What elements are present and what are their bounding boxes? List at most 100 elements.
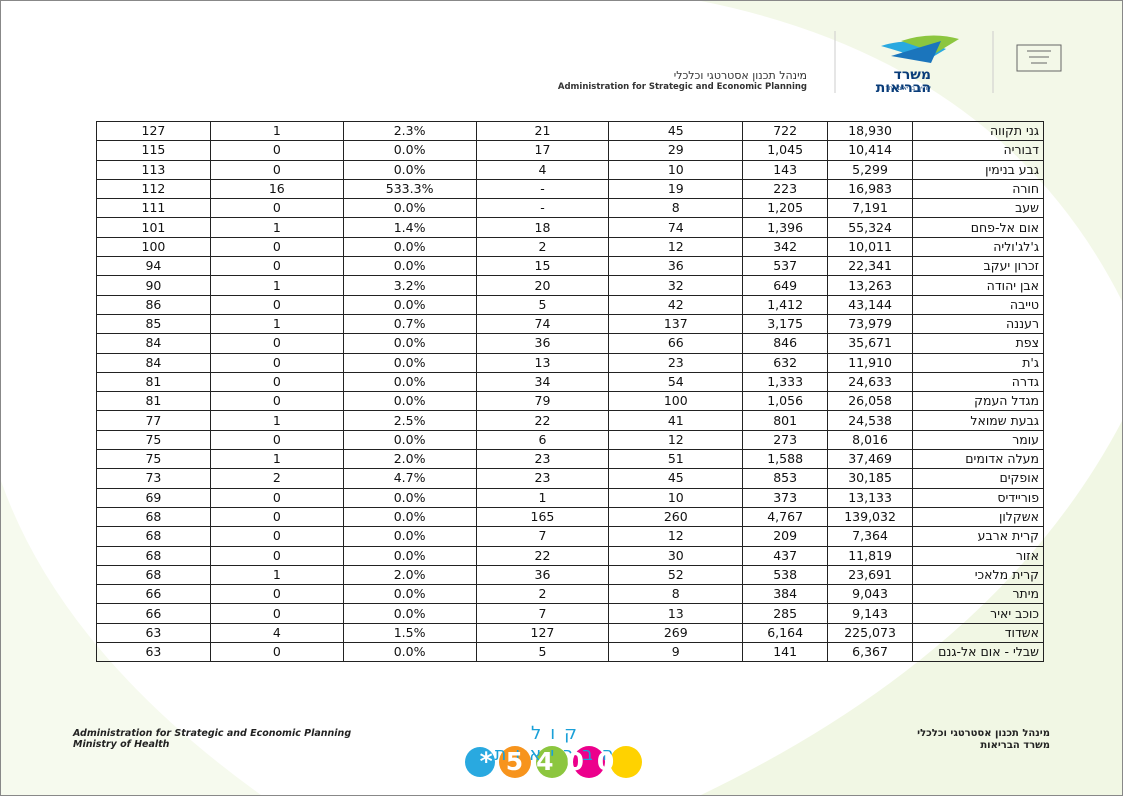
- table-row: אום אל-פחם 55,324 1,396 74 18 1.4% 1 101: [96, 217, 1044, 238]
- table-cell: 66: [96, 584, 211, 605]
- table-cell: 35,671: [827, 333, 914, 354]
- table-cell: 141: [742, 642, 829, 663]
- table-cell: 3,175: [742, 313, 829, 335]
- table-cell: 63: [96, 622, 211, 644]
- table-cell: 15: [475, 256, 610, 277]
- row-name: שבלי - אום אל-גנם: [912, 642, 1044, 663]
- table-cell: 13,263: [827, 275, 914, 296]
- footer-en: Administration for Strategic and Economi…: [73, 728, 351, 750]
- table-cell: 1: [209, 313, 344, 335]
- table-row: קרית ארבע 7,364 209 12 7 0.0% 0 68: [96, 526, 1044, 547]
- table-cell: 16,983: [827, 178, 914, 200]
- table-cell: 2: [475, 236, 610, 258]
- table-row: ג'ת 11,910 632 23 13 0.0% 0 84: [96, 352, 1044, 373]
- table-row: זכרון יעקב 22,341 537 36 15 0.0% 0 94: [96, 256, 1044, 277]
- table-row: פוריידיס 13,133 373 10 1 0.0% 0 69: [96, 487, 1044, 508]
- table-cell: 77: [96, 410, 211, 431]
- row-name: אופקים: [912, 468, 1044, 489]
- table-cell: 23,691: [827, 564, 914, 586]
- table-cell: 8: [608, 584, 744, 605]
- table-row: גני תקווה 18,930 722 45 21 2.3% 1 127: [96, 120, 1044, 142]
- table-cell: 12: [608, 526, 744, 547]
- table-cell: 209: [742, 526, 829, 547]
- row-name: ג'לג'וליה: [912, 236, 1044, 258]
- table-cell: 7: [475, 603, 610, 624]
- table-cell: 20: [475, 275, 610, 296]
- table-row: גדרה 24,633 1,333 54 34 0.0% 0 81: [96, 371, 1044, 393]
- table-cell: 1,045: [742, 140, 829, 161]
- table-cell: 68: [96, 526, 211, 547]
- table-cell: 0: [209, 526, 344, 547]
- table-cell: 0.0%: [342, 526, 477, 547]
- table-cell: 1,333: [742, 371, 829, 393]
- table-cell: 801: [742, 410, 829, 431]
- table-cell: 2: [209, 468, 344, 489]
- table-row: כוכב יאיר 9,143 285 13 7 0.0% 0 66: [96, 603, 1044, 624]
- table-cell: 0.0%: [342, 352, 477, 373]
- row-name: גני תקווה: [912, 120, 1044, 142]
- table-cell: 1,412: [742, 294, 829, 315]
- table-cell: 51: [608, 449, 744, 470]
- table-cell: 342: [742, 236, 829, 258]
- row-name: כוכב יאיר: [912, 603, 1044, 624]
- table-cell: 0.0%: [342, 159, 477, 180]
- table-cell: 0: [209, 140, 344, 161]
- table-cell: 5: [475, 294, 610, 315]
- table-cell: 0.0%: [342, 603, 477, 624]
- table-cell: 538: [742, 564, 829, 586]
- row-name: קרית מלאכי: [912, 564, 1044, 586]
- table-row: מגדל העמק 26,058 1,056 100 79 0.0% 0 81: [96, 391, 1044, 412]
- table-cell: 9: [608, 642, 744, 663]
- row-name: רעננה: [912, 313, 1044, 335]
- footer-he-line: מינהל תכנון אסטרטגי וכלכלי: [917, 728, 1050, 739]
- table-cell: 66: [96, 603, 211, 624]
- table-cell: 0.0%: [342, 140, 477, 161]
- table-cell: 0.0%: [342, 506, 477, 528]
- table-cell: 7: [475, 526, 610, 547]
- table-row: שעב 7,191 1,205 8-0.0% 0 111: [96, 198, 1044, 219]
- table-cell: 86: [96, 294, 211, 315]
- table-cell: 22,341: [827, 256, 914, 277]
- row-name: טייבה: [912, 294, 1044, 315]
- table-cell: 42: [608, 294, 744, 315]
- table-cell: 0: [209, 545, 344, 566]
- table-cell: 0: [209, 352, 344, 373]
- table-cell: 649: [742, 275, 829, 296]
- table-cell: 81: [96, 371, 211, 393]
- table-cell: 1: [209, 217, 344, 238]
- table-cell: 79: [475, 391, 610, 412]
- table-cell: 90: [96, 275, 211, 296]
- table-cell: 19: [608, 178, 744, 200]
- table-cell: 1,205: [742, 198, 829, 219]
- table-cell: 4: [209, 622, 344, 644]
- table-cell: 66: [608, 333, 744, 354]
- table-cell: 722: [742, 120, 829, 142]
- table-cell: 1,396: [742, 217, 829, 238]
- table-cell: 1: [475, 487, 610, 508]
- table-cell: 533.3%: [342, 178, 477, 200]
- table-cell: 52: [608, 564, 744, 586]
- table-cell: 1: [209, 120, 344, 142]
- table-cell: 9,143: [827, 603, 914, 624]
- table-row: גבע בנימין 5,299 143 10 4 0.0% 0 113: [96, 159, 1044, 180]
- table-cell: 18: [475, 217, 610, 238]
- table-cell: 4: [475, 159, 610, 180]
- table-row: טייבה 43,144 1,412 42 5 0.0% 0 86: [96, 294, 1044, 315]
- row-name: מיתר: [912, 584, 1044, 605]
- table-cell: 45: [608, 120, 744, 142]
- table-cell: 0: [209, 294, 344, 315]
- table-cell: 100: [608, 391, 744, 412]
- table-cell: 36: [608, 256, 744, 277]
- table-cell: 2.5%: [342, 410, 477, 431]
- row-name: גבעת שמואל: [912, 410, 1044, 431]
- table-cell: 139,032: [827, 506, 914, 528]
- table-row: דבוריה 10,414 1,045 29 17 0.0% 0 115: [96, 140, 1044, 161]
- table-cell: 0.0%: [342, 333, 477, 354]
- table-cell: 37,469: [827, 449, 914, 470]
- table-cell: 7,191: [827, 198, 914, 219]
- table-cell: 1: [209, 410, 344, 431]
- table-row: קרית מלאכי 23,691 538 52 36 2.0% 1 68: [96, 564, 1044, 586]
- table-cell: 0: [209, 487, 344, 508]
- data-table: גני תקווה 18,930 722 45 21 2.3% 1 127 דבוריה 10,4…: [96, 120, 1044, 663]
- table-cell: 8,016: [827, 429, 914, 451]
